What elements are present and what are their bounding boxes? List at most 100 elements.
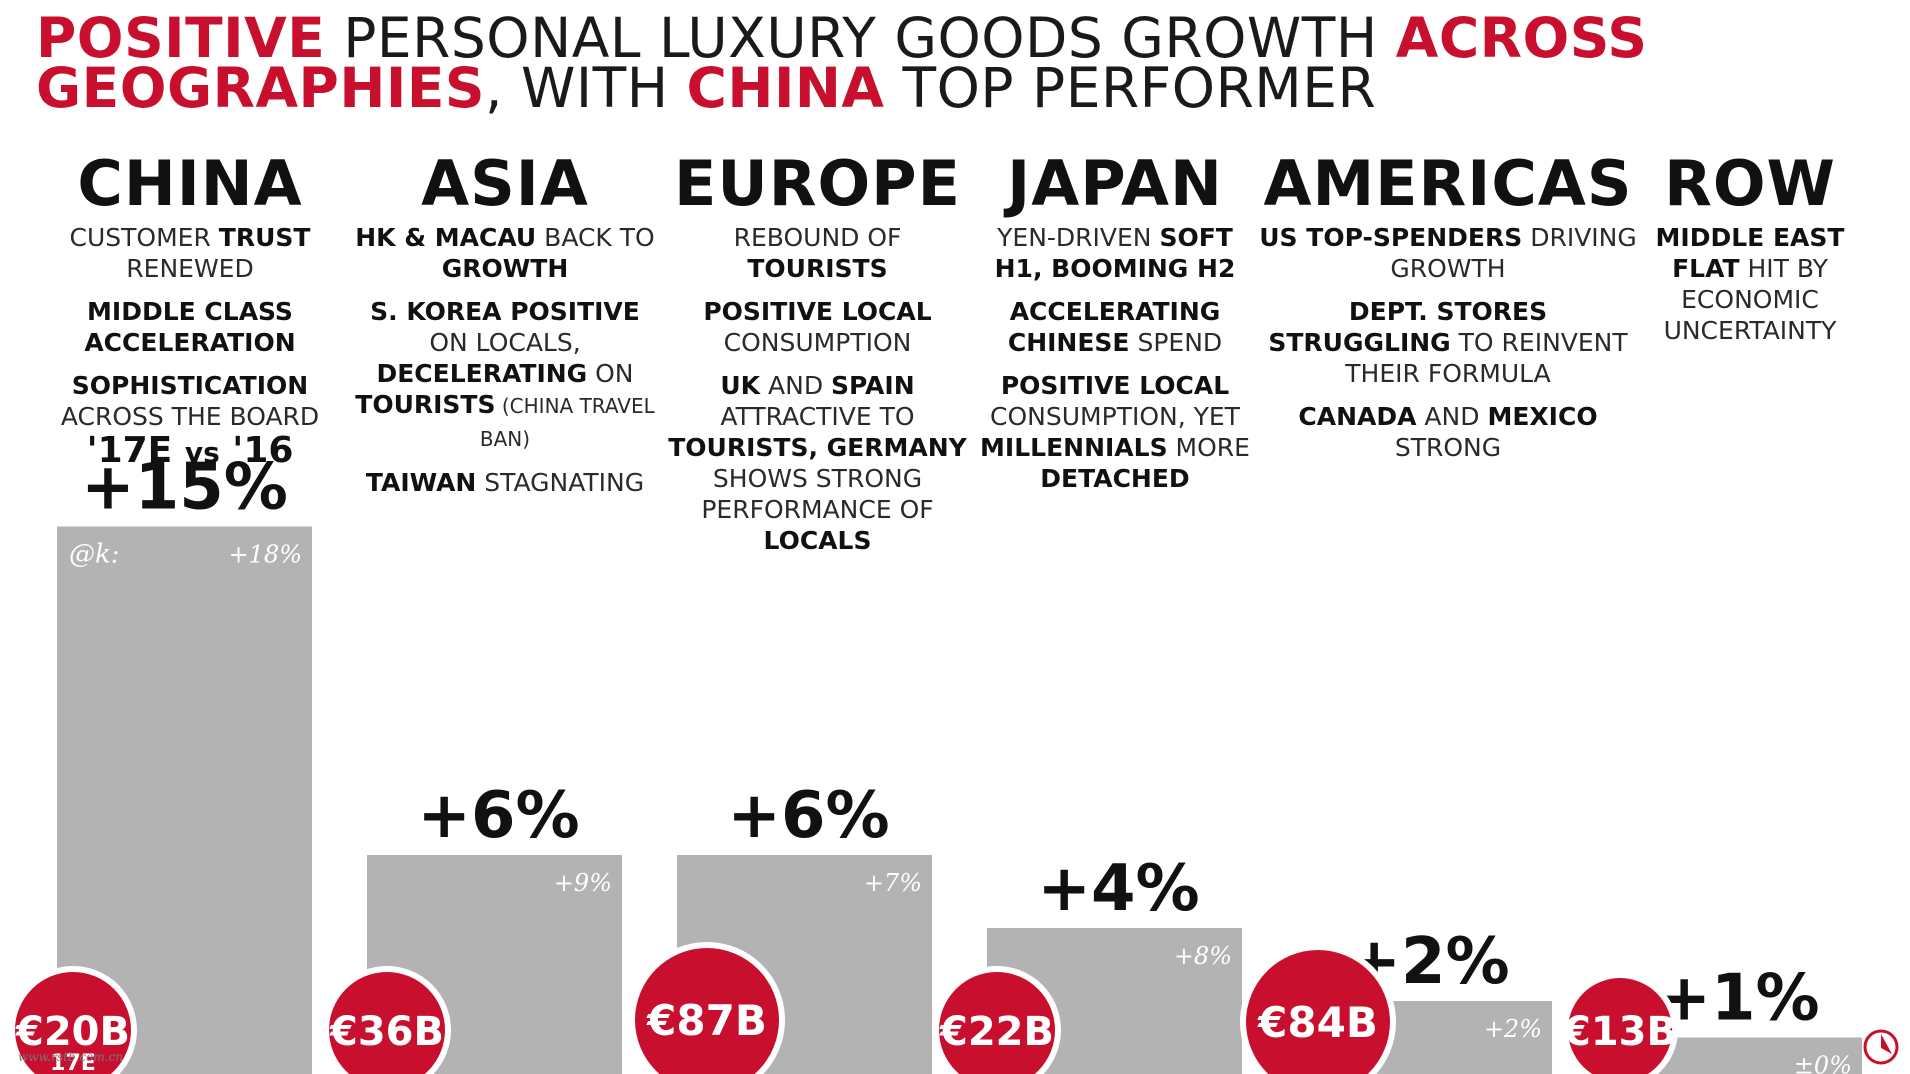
- region-note-segment: SOFT H1, BOOMING H2: [994, 223, 1236, 283]
- market-size-circle: [15, 972, 131, 1074]
- market-size-year-label: 17E: [50, 1051, 96, 1074]
- region-note-segment: TAIWAN: [365, 468, 477, 497]
- region-note-segment: TO REINVENT THEIR FORMULA: [1345, 328, 1628, 388]
- region-note-segment: DETACHED: [1040, 464, 1190, 493]
- region-note: US TOP-SPENDERS DRIVING GROWTH: [1258, 222, 1638, 284]
- region-note-segment: UK: [720, 371, 761, 400]
- region-note-segment: TOURISTS: [747, 254, 888, 283]
- region-note: YEN-DRIVEN SOFT H1, BOOMING H2: [970, 222, 1260, 284]
- region-column-china: CHINA CUSTOMER TRUST RENEWED MIDDLE CLASS …: [40, 150, 340, 444]
- region-note: MIDDLE EAST FLAT HIT BY ECONOMIC UNCERTA…: [1640, 222, 1860, 346]
- region-note: HK & MACAU BACK TO GROWTH: [350, 222, 660, 284]
- region-note-segment: AND: [760, 371, 832, 400]
- title-line-1-segment: POSITIVE: [36, 6, 326, 70]
- region-note-segment: MEXICO: [1487, 402, 1598, 431]
- bar-value-label: +1%: [1657, 962, 1819, 1036]
- region-header: CHINA: [77, 147, 303, 220]
- title-line-1-segment: PERSONAL LUXURY GOODS GROWTH: [325, 6, 1396, 70]
- comparison-label: '17E vs '16: [86, 430, 294, 471]
- region-note: POSITIVE LOCAL CONSUMPTION: [660, 296, 975, 358]
- market-size-label: €13B: [1562, 1009, 1677, 1055]
- bar-inner-label: +18%: [229, 541, 302, 569]
- region-note-segment: ACCELERATING CHINESE: [1007, 297, 1221, 357]
- region-note-segment: POSITIVE LOCAL: [703, 297, 932, 326]
- title-line-2-segment: CHINA: [686, 56, 885, 120]
- bar-inner-label: +9%: [554, 869, 612, 897]
- bar-value-label: +4%: [1037, 852, 1199, 926]
- region-column-asia: ASIA HK & MACAU BACK TO GROWTH S. KOREA PO…: [350, 150, 660, 510]
- region-note-segment: SPAIN: [831, 371, 915, 400]
- region-header: JAPAN: [1007, 147, 1223, 220]
- market-size-label: €87B: [646, 996, 767, 1045]
- region-note-segment: DECELERATING: [376, 359, 588, 388]
- region-column-americas: AMERICAS US TOP-SPENDERS DRIVING GROWTH DE…: [1258, 150, 1638, 475]
- region-note-segment: SOPHISTICATION: [71, 371, 309, 400]
- title-line-1: POSITIVE PERSONAL LUXURY GOODS GROWTH AC…: [36, 8, 1648, 68]
- brand-logo-icon: [1863, 1029, 1899, 1065]
- bar-value-label: +15%: [81, 451, 288, 525]
- region-note: CANADA AND MEXICO STRONG: [1258, 401, 1638, 463]
- market-size-label: €22B: [939, 1009, 1054, 1055]
- region-note-segment: CUSTOMER: [69, 223, 219, 252]
- region-note-segment: US TOP-SPENDERS: [1259, 223, 1523, 252]
- region-note-segment: TOURISTS, GERMANY: [668, 433, 967, 462]
- region-note-segment: RENEWED: [126, 254, 254, 283]
- region-note-segment: LOCALS: [763, 526, 872, 555]
- bar-inner-label: ±0%: [1794, 1052, 1852, 1074]
- region-note-segment: GROWTH: [441, 254, 569, 283]
- region-note-segment: STAGNATING: [476, 468, 645, 497]
- region-column-row: ROW MIDDLE EAST FLAT HIT BY ECONOMIC UNCE…: [1640, 150, 1860, 358]
- region-note-segment: TRUST: [218, 223, 311, 252]
- region-note: UK AND SPAIN ATTRACTIVE TO TOURISTS, GER…: [660, 370, 975, 556]
- bar-inner-label: +2%: [1484, 1015, 1542, 1043]
- region-note-segment: CANADA: [1298, 402, 1417, 431]
- region-note: DEPT. STORES STRUGGLING TO REINVENT THEI…: [1258, 296, 1638, 389]
- region-note-segment: AND: [1416, 402, 1488, 431]
- region-column-europe: EUROPE REBOUND OF TOURISTS POSITIVE LOCAL …: [660, 150, 975, 568]
- watermark: www.rstb.com.cn: [18, 1050, 124, 1064]
- region-note-segment: MIDDLE EAST FLAT: [1655, 223, 1845, 283]
- title-line-2-segment: GEOGRAPHIES: [36, 56, 486, 120]
- market-size-circle: [329, 972, 445, 1074]
- region-note: S. KOREA POSITIVE ON LOCALS, DECELERATIN…: [350, 296, 660, 455]
- region-note-segment: ON LOCALS,: [429, 328, 581, 357]
- market-size-circle: [1568, 978, 1672, 1074]
- region-note-segment: HIT BY ECONOMIC UNCERTAINTY: [1663, 254, 1837, 345]
- region-note: ACCELERATING CHINESE SPEND: [970, 296, 1260, 358]
- region-note-segment: MORE: [1167, 433, 1250, 462]
- market-size-circle: [939, 972, 1055, 1074]
- region-note-segment: YEN-DRIVEN: [997, 223, 1160, 252]
- title-line-2: GEOGRAPHIES, WITH CHINA TOP PERFORMER: [36, 58, 1376, 118]
- market-size-label: €36B: [329, 1009, 444, 1055]
- region-note-segment: CONSUMPTION: [723, 328, 912, 357]
- region-note: CUSTOMER TRUST RENEWED: [40, 222, 340, 284]
- region-note-segment: POSITIVE LOCAL: [1000, 371, 1230, 400]
- region-note-segment: (CHINA TRAVEL BAN): [479, 394, 655, 451]
- region-note: MIDDLE CLASS ACCELERATION: [40, 296, 340, 358]
- region-header: AMERICAS: [1263, 147, 1633, 220]
- region-note-segment: ON: [587, 359, 634, 388]
- region-note-segment: SPEND: [1129, 328, 1223, 357]
- region-header: EUROPE: [674, 147, 961, 220]
- region-header: ROW: [1664, 147, 1836, 220]
- market-size-circle: [1246, 950, 1390, 1074]
- bar-inner-label: +8%: [1174, 942, 1232, 970]
- region-note-segment: REBOUND OF: [733, 223, 902, 252]
- region-note-segment: STRONG: [1394, 433, 1502, 462]
- market-size-circle: [635, 948, 779, 1074]
- region-note-segment: DRIVING GROWTH: [1390, 223, 1637, 283]
- bar-note-label: @k:: [69, 540, 120, 570]
- region-header: ASIA: [421, 147, 589, 220]
- region-note-segment: HK & MACAU: [355, 223, 537, 252]
- title-line-2-segment: , WITH: [485, 56, 687, 120]
- region-note-segment: CONSUMPTION, YET: [990, 402, 1240, 431]
- region-note-segment: MIDDLE CLASS ACCELERATION: [84, 297, 296, 357]
- region-note-segment: BACK TO: [536, 223, 655, 252]
- title-line-1-segment: ACROSS: [1395, 6, 1648, 70]
- region-note-segment: S. KOREA POSITIVE: [370, 297, 640, 326]
- bar-value-label: +6%: [417, 779, 579, 853]
- bar-value-label: +6%: [727, 779, 889, 853]
- region-note-segment: TOURISTS: [355, 390, 496, 419]
- region-note-segment: SHOWS STRONG PERFORMANCE OF: [701, 464, 934, 524]
